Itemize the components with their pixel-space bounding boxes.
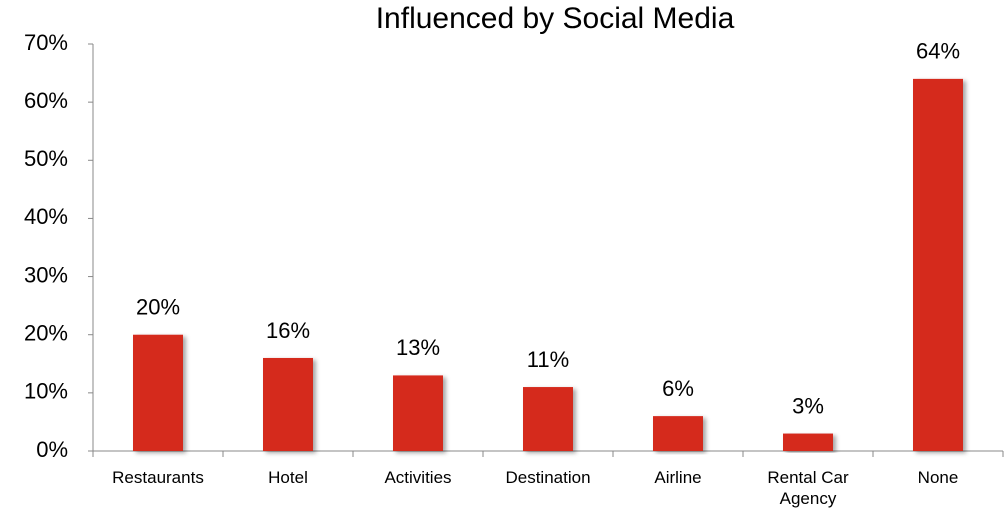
y-tick-label: 40% <box>24 204 68 229</box>
x-tick-label: Activities <box>384 468 452 487</box>
x-tick-label: Rental Car Agency <box>767 468 849 508</box>
x-tick-label: None <box>917 468 959 487</box>
bar <box>523 387 573 451</box>
data-label: 3% <box>792 393 824 418</box>
y-tick-label: 10% <box>24 379 68 404</box>
bar <box>263 357 313 451</box>
y-tick-label: 30% <box>24 262 68 287</box>
x-tick-label: Restaurants <box>112 468 204 487</box>
y-tick-label: 70% <box>24 30 68 55</box>
data-label: 13% <box>396 335 440 360</box>
data-label: 20% <box>136 295 180 320</box>
bar <box>393 375 443 451</box>
y-tick-label: 50% <box>24 146 68 171</box>
bar <box>133 334 183 451</box>
bar <box>913 78 963 451</box>
data-label: 64% <box>916 39 960 64</box>
bar <box>783 433 833 451</box>
data-label: 11% <box>527 347 569 372</box>
bar <box>653 416 703 451</box>
chart-title: Influenced by Social Media <box>376 2 735 35</box>
data-label: 16% <box>266 318 310 343</box>
y-tick-label: 0% <box>36 437 68 462</box>
y-tick-label: 20% <box>24 321 68 346</box>
x-tick-label: Destination <box>505 468 591 487</box>
x-tick-label: Airline <box>654 468 702 487</box>
x-tick-label: Hotel <box>268 468 308 487</box>
y-tick-label: 60% <box>24 88 68 113</box>
data-label: 6% <box>662 376 694 401</box>
